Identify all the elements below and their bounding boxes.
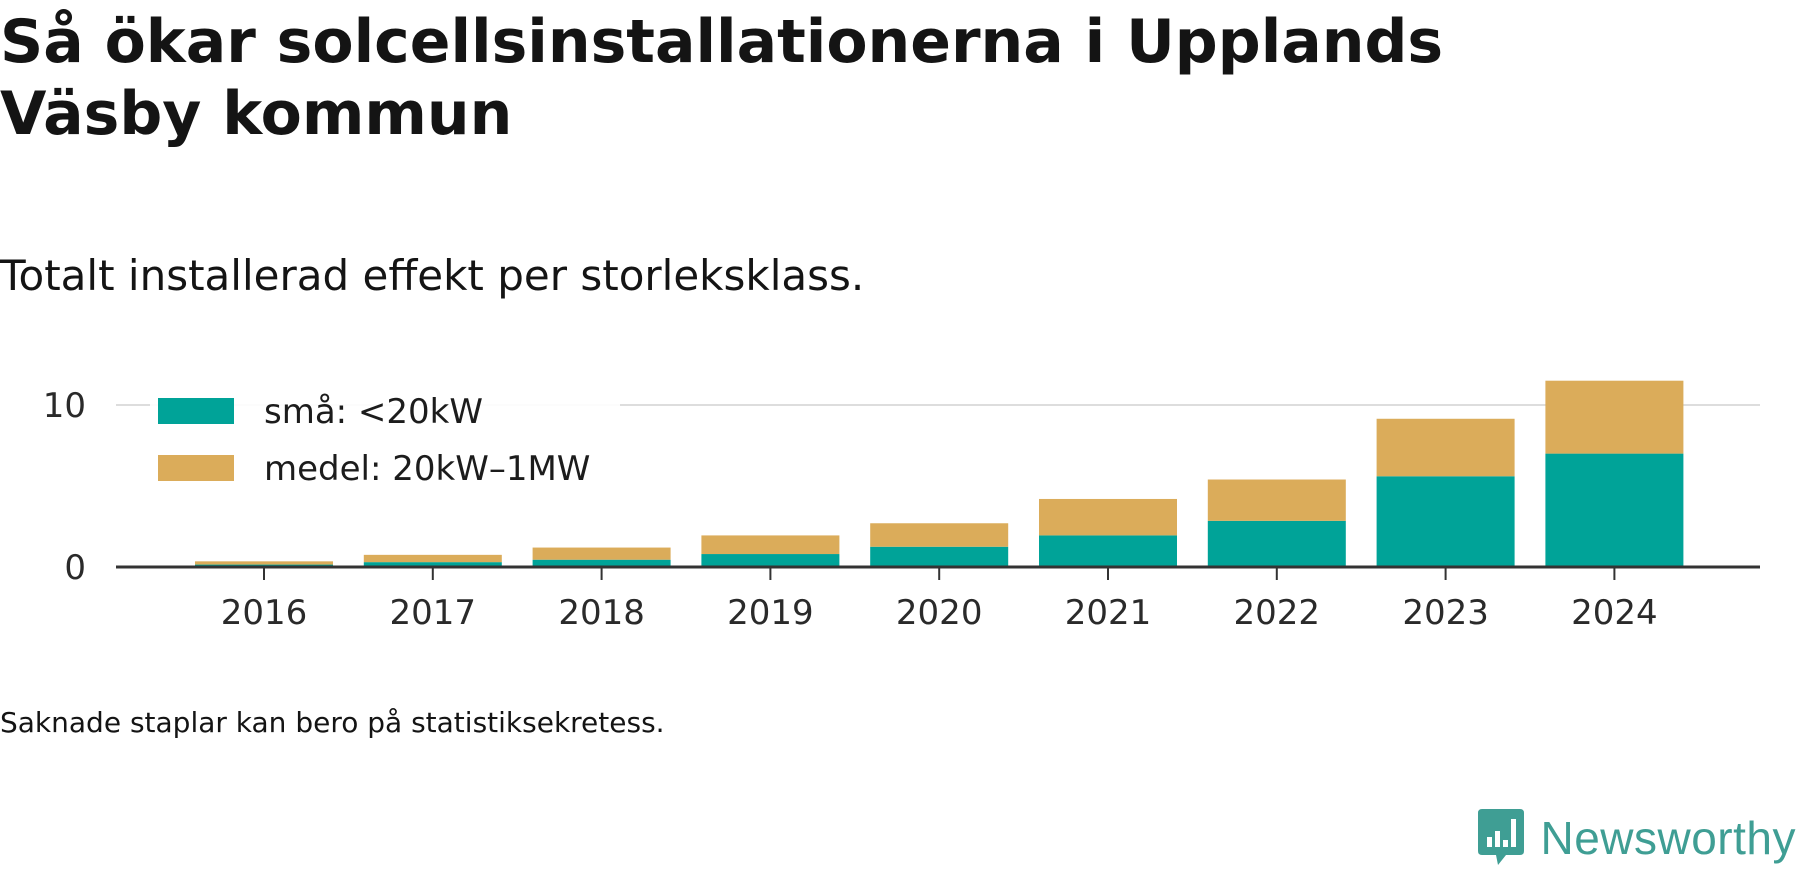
bar-medium-2018 — [532, 547, 671, 560]
newsworthy-logo-icon — [1478, 809, 1525, 865]
chart-title: Så ökar solcellsinstallationerna i Uppla… — [0, 7, 1444, 149]
bar-medium-2019 — [701, 535, 840, 555]
brand-name: Newsworthy — [1540, 812, 1796, 864]
bar-medium-2016 — [195, 561, 333, 565]
x-tick-label: 2022 — [1234, 593, 1321, 633]
y-tick-label: 10 — [43, 386, 86, 426]
bar-medium-2023 — [1376, 418, 1515, 477]
bar-small-2019 — [701, 554, 840, 567]
bar-small-2018 — [532, 559, 671, 567]
stacked-bar-chart: 0 10 2016 2017 2018 2019 2020 2021 2022 2023 2024 s… — [43, 380, 1760, 633]
x-tick-label: 2018 — [558, 593, 645, 633]
y-tick-label: 0 — [64, 548, 86, 588]
bar-small-2023 — [1376, 476, 1515, 567]
x-tick-label: 2016 — [221, 593, 308, 633]
x-tick-label: 2024 — [1571, 593, 1658, 633]
legend-swatch — [158, 455, 234, 481]
bar-medium-2020 — [870, 523, 1009, 547]
bar-small-2017 — [363, 562, 502, 567]
x-tick-label: 2020 — [896, 593, 983, 633]
x-tick-label: 2021 — [1065, 593, 1152, 633]
bar-small-2021 — [1039, 535, 1177, 567]
bar-medium-2021 — [1039, 498, 1177, 536]
x-tick-label: 2023 — [1402, 593, 1489, 633]
bar-medium-2024 — [1545, 380, 1684, 454]
bar-small-2024 — [1545, 453, 1684, 567]
legend-swatch — [158, 398, 234, 424]
footnote: Saknade staplar kan bero på statistiksek… — [0, 706, 665, 739]
bar-small-2022 — [1207, 520, 1346, 567]
x-tick-label: 2017 — [390, 593, 477, 633]
legend-label: små: <20kW — [264, 392, 483, 432]
bar-medium-2017 — [363, 554, 502, 563]
bar-small-2020 — [870, 546, 1009, 567]
bar-medium-2022 — [1207, 479, 1346, 521]
x-tick-label: 2019 — [727, 593, 814, 633]
legend-label: medel: 20kW–1MW — [264, 449, 590, 489]
chart-subtitle: Totalt installerad effekt per storlekskl… — [0, 251, 865, 300]
brand: Newsworthy — [1476, 805, 1796, 871]
